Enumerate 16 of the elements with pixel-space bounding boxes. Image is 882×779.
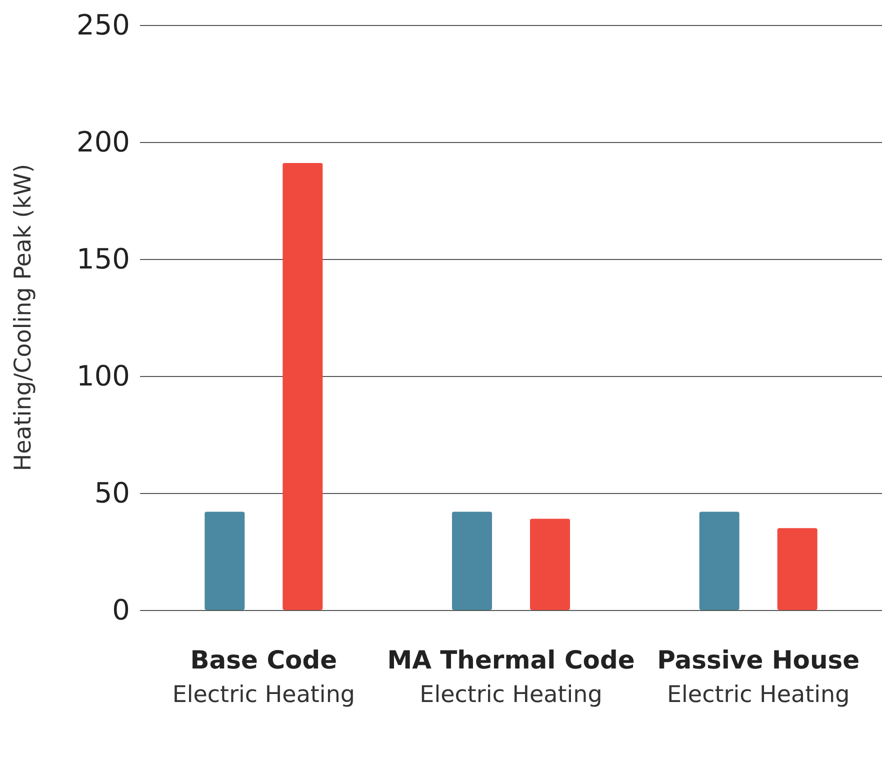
- y-tick-label: 250: [76, 8, 130, 42]
- y-tick-label: 200: [76, 126, 130, 158]
- bar: [777, 528, 818, 610]
- y-axis-title: Heating/Cooling Peak (kW): [10, 164, 36, 472]
- bar: [204, 512, 245, 610]
- bar: [452, 512, 492, 610]
- bar: [530, 518, 570, 610]
- y-tick-label: 150: [76, 242, 130, 276]
- bar: [699, 512, 740, 610]
- y-tick-label: 50: [94, 476, 130, 510]
- x-tick-label: Passive House Electric Heating: [657, 646, 860, 708]
- x-tick-label: Base Code Electric Heating: [172, 646, 356, 708]
- x-tick-label: MA Thermal Code Electric Heating: [387, 646, 635, 708]
- bar: [282, 163, 323, 610]
- y-tick-label: 100: [76, 360, 130, 392]
- y-tick-label: 0: [112, 594, 130, 626]
